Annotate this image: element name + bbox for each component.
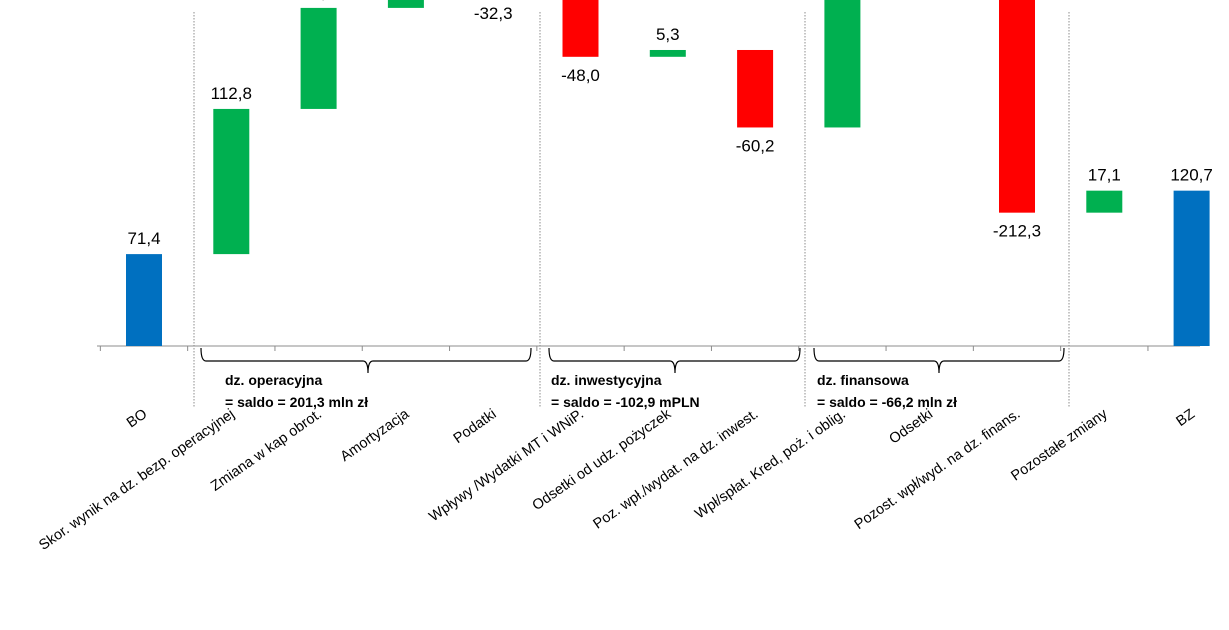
bar-8 bbox=[737, 49, 774, 128]
category-label-9: Wpł/spłat. Kred, poż. i oblig. bbox=[692, 406, 848, 522]
group-label-1-line2: = saldo = 201,3 mln zł bbox=[225, 394, 368, 410]
value-label-2: 112,8 bbox=[211, 84, 252, 103]
bar-13 bbox=[1173, 190, 1210, 346]
value-label-8: -60,2 bbox=[736, 136, 775, 155]
category-label-5: Podatki bbox=[451, 406, 500, 447]
value-label-1: 71,4 bbox=[127, 229, 160, 248]
bar-11 bbox=[999, 0, 1035, 213]
category-label-12: Pozostałe zmiany bbox=[1008, 406, 1111, 485]
category-label-13: BZ bbox=[1174, 406, 1198, 430]
group-label-3-line2: = saldo = -66,2 mln zł bbox=[817, 394, 957, 410]
bar-7 bbox=[649, 49, 686, 57]
group-label-2-line1: dz. inwestycyjna bbox=[551, 372, 662, 388]
value-label-7: 5,3 bbox=[656, 25, 680, 44]
value-label-12: 17,1 bbox=[1088, 166, 1121, 185]
group-label-3-line1: dz. finansowa bbox=[817, 372, 909, 388]
bar-6 bbox=[562, 0, 599, 57]
value-label-5: -32,3 bbox=[474, 4, 513, 23]
value-label-11: -212,3 bbox=[993, 222, 1041, 241]
category-label-11: Pozost. wpł/wyd. na dz. finans. bbox=[852, 406, 1024, 533]
value-label-6: -48,0 bbox=[561, 66, 600, 85]
category-label-1: BO bbox=[124, 406, 150, 431]
bar-4 bbox=[387, 0, 424, 8]
category-label-6: Wpływy /Wydatki MT i WNiP. bbox=[426, 406, 586, 525]
group-label-2-line2: = saldo = -102,9 mPLN bbox=[551, 394, 700, 410]
value-label-3: 78,5 bbox=[302, 0, 335, 2]
bar-9 bbox=[824, 0, 861, 128]
category-label-8: Poz. wpł./wydat. na dz. inwest. bbox=[590, 406, 761, 532]
value-label-13: 120,7 bbox=[1170, 166, 1213, 185]
bar-3 bbox=[300, 7, 337, 109]
group-label-1-line1: dz. operacyjna bbox=[225, 372, 322, 388]
category-label-7: Odsetki od udz. pożyczek bbox=[530, 406, 675, 514]
bar-2 bbox=[213, 108, 250, 255]
group-brace-1 bbox=[200, 347, 532, 374]
group-brace-3 bbox=[813, 347, 1065, 374]
bar-1 bbox=[126, 254, 162, 346]
group-brace-2 bbox=[548, 347, 801, 374]
bar-12 bbox=[1086, 190, 1123, 213]
category-label-4: Amortyzacja bbox=[338, 406, 413, 465]
category-label-10: Odsetki bbox=[887, 406, 936, 447]
